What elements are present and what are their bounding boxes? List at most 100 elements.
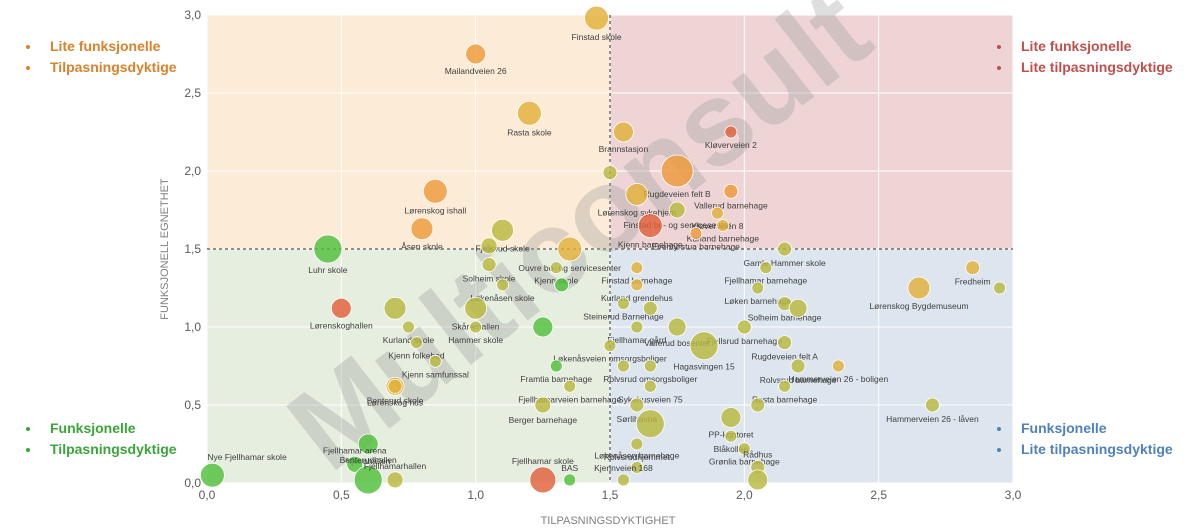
- bubble-point: [532, 316, 554, 338]
- bubble-point: [410, 336, 423, 350]
- point-label: Kjenn folkebad: [388, 351, 445, 361]
- bubble-point: [643, 379, 657, 393]
- point-label: Fjellhamarhallen: [364, 461, 427, 471]
- bubble-point: [724, 429, 738, 443]
- legend-bullet: [997, 44, 1001, 49]
- bubble-point: [602, 165, 618, 180]
- legend-bullet: [26, 44, 30, 49]
- point-label: Mailandveien 26: [445, 66, 507, 76]
- bubble-point: [357, 433, 379, 455]
- point-label: Eventyrstua barnehage: [652, 241, 740, 251]
- legend-bullet: [997, 447, 1001, 452]
- bubble-point: [330, 297, 352, 319]
- bubble-point: [496, 278, 509, 292]
- point-label: Kurland grendehus: [601, 293, 673, 303]
- bubble-point: [353, 465, 383, 495]
- point-label: Lørenskog hus: [367, 397, 423, 407]
- quadrant-backgrounds: [207, 15, 1013, 483]
- legend-label: Lite funksjonelle: [1021, 38, 1132, 54]
- point-label: Kurland barnehage: [687, 234, 760, 244]
- bubble-point: [689, 226, 703, 240]
- point-label: Fjellhamar barnehage: [724, 276, 807, 286]
- bubble-point: [529, 466, 557, 494]
- bubble-point: [747, 469, 769, 491]
- legend-top-left: Lite funksjonelle Tilpasningsdyktige: [26, 36, 177, 78]
- x-tick-label: 1,5: [602, 488, 619, 502]
- point-label: Hammerveien 26 - låven: [886, 414, 979, 424]
- bubble-point: [724, 125, 738, 139]
- point-label: Steinerud Barnehage: [583, 312, 664, 322]
- point-label: Vallerud bosenter: [644, 338, 710, 348]
- bubble-point: [831, 359, 845, 373]
- point-label: Kjenn barnehage: [618, 240, 683, 250]
- point-label: Rasta skole: [507, 127, 552, 137]
- bubble-point: [554, 277, 570, 293]
- bubble-point: [464, 296, 488, 320]
- bubble-point: [723, 183, 739, 199]
- point-label: Hammerveien 26 - boligen: [789, 374, 889, 384]
- point-label: Kurland skole: [383, 335, 435, 345]
- legend-bullet: [997, 65, 1001, 70]
- point-label: Fjellhamarveien barnehage: [518, 394, 621, 404]
- y-tick-label: 1,0: [184, 320, 201, 334]
- bubble-point: [750, 397, 766, 413]
- y-tick-label: 2,0: [184, 164, 201, 178]
- point-label: Benterud skole: [367, 395, 424, 405]
- bubble-point: [481, 257, 497, 273]
- bubble-point: [630, 261, 644, 275]
- legend-label: Funksjonelle: [50, 420, 136, 436]
- bubble-point: [716, 219, 730, 233]
- bubble-point: [637, 213, 663, 239]
- x-tick-label: 2,0: [736, 488, 753, 502]
- point-label: Kjenn samfunssal: [402, 369, 469, 379]
- legend-bottom-left: Funksjonelle Tilpasningsdyktige: [26, 418, 177, 460]
- point-label: Rolvsrudhjemmet: [604, 452, 671, 462]
- bubble-point: [777, 335, 793, 351]
- legend-label: Lite tilpasningsdyktige: [1021, 59, 1173, 75]
- point-label: Løken barnehage: [724, 296, 791, 306]
- bubble-point: [630, 437, 644, 451]
- point-label: Rugdeveien felt A: [751, 352, 818, 362]
- point-label: Ouvre bo- og servicesenter: [518, 263, 621, 273]
- bubble-point: [630, 460, 644, 474]
- point-label: Rugdeveien felt B: [644, 189, 711, 199]
- bubble-point: [689, 331, 719, 361]
- point-label: Rasta barnehage: [752, 394, 817, 404]
- point-label: Kjennveien 168: [594, 463, 653, 473]
- y-tick-label: 1,5: [184, 242, 201, 256]
- legend-bullet: [26, 447, 30, 452]
- point-label: Solheim skole: [463, 274, 516, 284]
- quadrant-bottom-left: [207, 249, 610, 483]
- bubble-point: [557, 236, 583, 262]
- bubble-point: [630, 320, 644, 334]
- x-tick-label: 2,5: [870, 488, 887, 502]
- point-label: Hagasvingen 15: [673, 362, 735, 372]
- bubble-point: [386, 471, 404, 489]
- bubble-point: [617, 359, 630, 373]
- bubble-point: [465, 43, 487, 65]
- point-label: Finstad skole: [572, 32, 622, 42]
- bubble-point: [751, 281, 765, 295]
- bubble-point: [629, 397, 645, 413]
- x-tick-label: 0,0: [199, 488, 216, 502]
- bubble-point: [737, 442, 751, 456]
- point-label: Framtia barnehage: [520, 374, 592, 384]
- point-label: Luhr skole: [308, 265, 347, 275]
- point-label: Fjellsrud barnehage: [707, 336, 782, 346]
- point-label: Fjellhamar arena: [323, 445, 387, 455]
- bubble-point: [965, 260, 981, 276]
- legend-bullet: [26, 65, 30, 70]
- bubble-point: [469, 320, 483, 334]
- bubble-point: [790, 358, 806, 374]
- point-label: Solheim barnehage: [748, 313, 822, 323]
- bubble-point: [667, 317, 687, 337]
- y-tick-label: 0,5: [184, 398, 201, 412]
- bubble-point: [642, 300, 658, 316]
- bubble-point: [630, 278, 644, 292]
- bubble-point: [617, 297, 630, 311]
- bubble-point: [720, 407, 742, 428]
- x-tick-label: 3,0: [1005, 488, 1022, 502]
- bubble-point: [199, 462, 225, 488]
- point-label: Finstad bo- og servicesenter: [624, 220, 731, 230]
- bubble-point: [759, 261, 773, 275]
